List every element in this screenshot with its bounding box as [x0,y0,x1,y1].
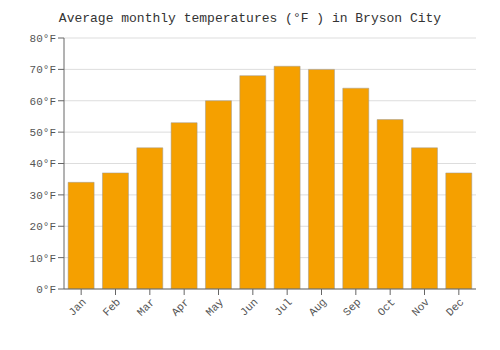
svg-text:10°F: 10°F [30,253,56,265]
svg-text:Aug: Aug [307,296,329,318]
svg-text:Jun: Jun [238,296,260,318]
svg-text:Oct: Oct [375,296,397,318]
svg-text:60°F: 60°F [30,96,56,108]
svg-text:Nov: Nov [410,296,433,319]
svg-text:Feb: Feb [101,296,123,318]
html-text:Average monthly temperatures (: Average monthly temperatures (°F ) in Br… [58,11,442,26]
svg-text:Jul: Jul [272,296,294,318]
svg-text:Dec: Dec [444,296,466,318]
svg-text:40°F: 40°F [30,158,56,170]
svg-text:0°F: 0°F [36,284,56,296]
svg-text:30°F: 30°F [30,190,56,202]
svg-text:Mar: Mar [135,296,157,318]
svg-text:Jan: Jan [66,296,88,318]
svg-text:Sep: Sep [341,296,363,318]
svg-text:70°F: 70°F [30,64,56,76]
svg-text:50°F: 50°F [30,127,56,139]
svg-text:80°F: 80°F [30,33,56,45]
svg-text:20°F: 20°F [30,221,56,233]
svg-text:Apr: Apr [169,296,191,318]
svg-text:May: May [204,296,227,319]
